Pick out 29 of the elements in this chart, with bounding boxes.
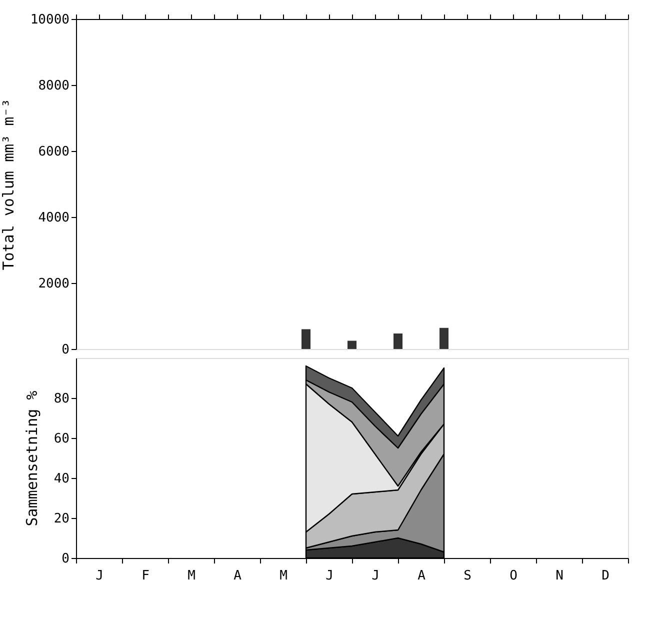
y-tick-label: 0 xyxy=(62,552,70,566)
y-tick-label: 60 xyxy=(54,432,70,446)
x-tick-label: S xyxy=(464,568,472,584)
y-tick-label: 10000 xyxy=(30,12,70,28)
y-tick-label: 6000 xyxy=(38,144,70,160)
x-tick-label: J xyxy=(96,568,104,584)
y-tick-label: 20 xyxy=(54,512,70,526)
y-tick-label: 80 xyxy=(54,392,70,406)
x-tick-label: A xyxy=(418,568,426,584)
y-tick-label: 4000 xyxy=(38,210,70,226)
x-tick-label: F xyxy=(142,568,150,584)
bar xyxy=(348,340,356,349)
x-tick-label: M xyxy=(188,568,196,584)
x-tick-label: J xyxy=(372,568,380,584)
x-tick-label: N xyxy=(556,568,564,584)
bar xyxy=(394,333,402,349)
y-axis-title: Total volum mm³ m⁻³ xyxy=(0,98,18,270)
y-tick-label: 0 xyxy=(62,342,70,358)
x-tick-label: D xyxy=(602,568,610,584)
x-tick-label: M xyxy=(280,568,288,584)
x-tick-label: A xyxy=(234,568,242,584)
y-axis-title: Sammensetning % xyxy=(22,390,41,526)
x-tick-label: O xyxy=(510,568,518,584)
bar xyxy=(440,328,448,349)
y-tick-label: 2000 xyxy=(38,276,70,292)
y-tick-label: 8000 xyxy=(38,78,70,94)
y-tick-label: 40 xyxy=(54,472,70,486)
x-tick-label: J xyxy=(326,568,334,584)
bar xyxy=(302,329,310,349)
